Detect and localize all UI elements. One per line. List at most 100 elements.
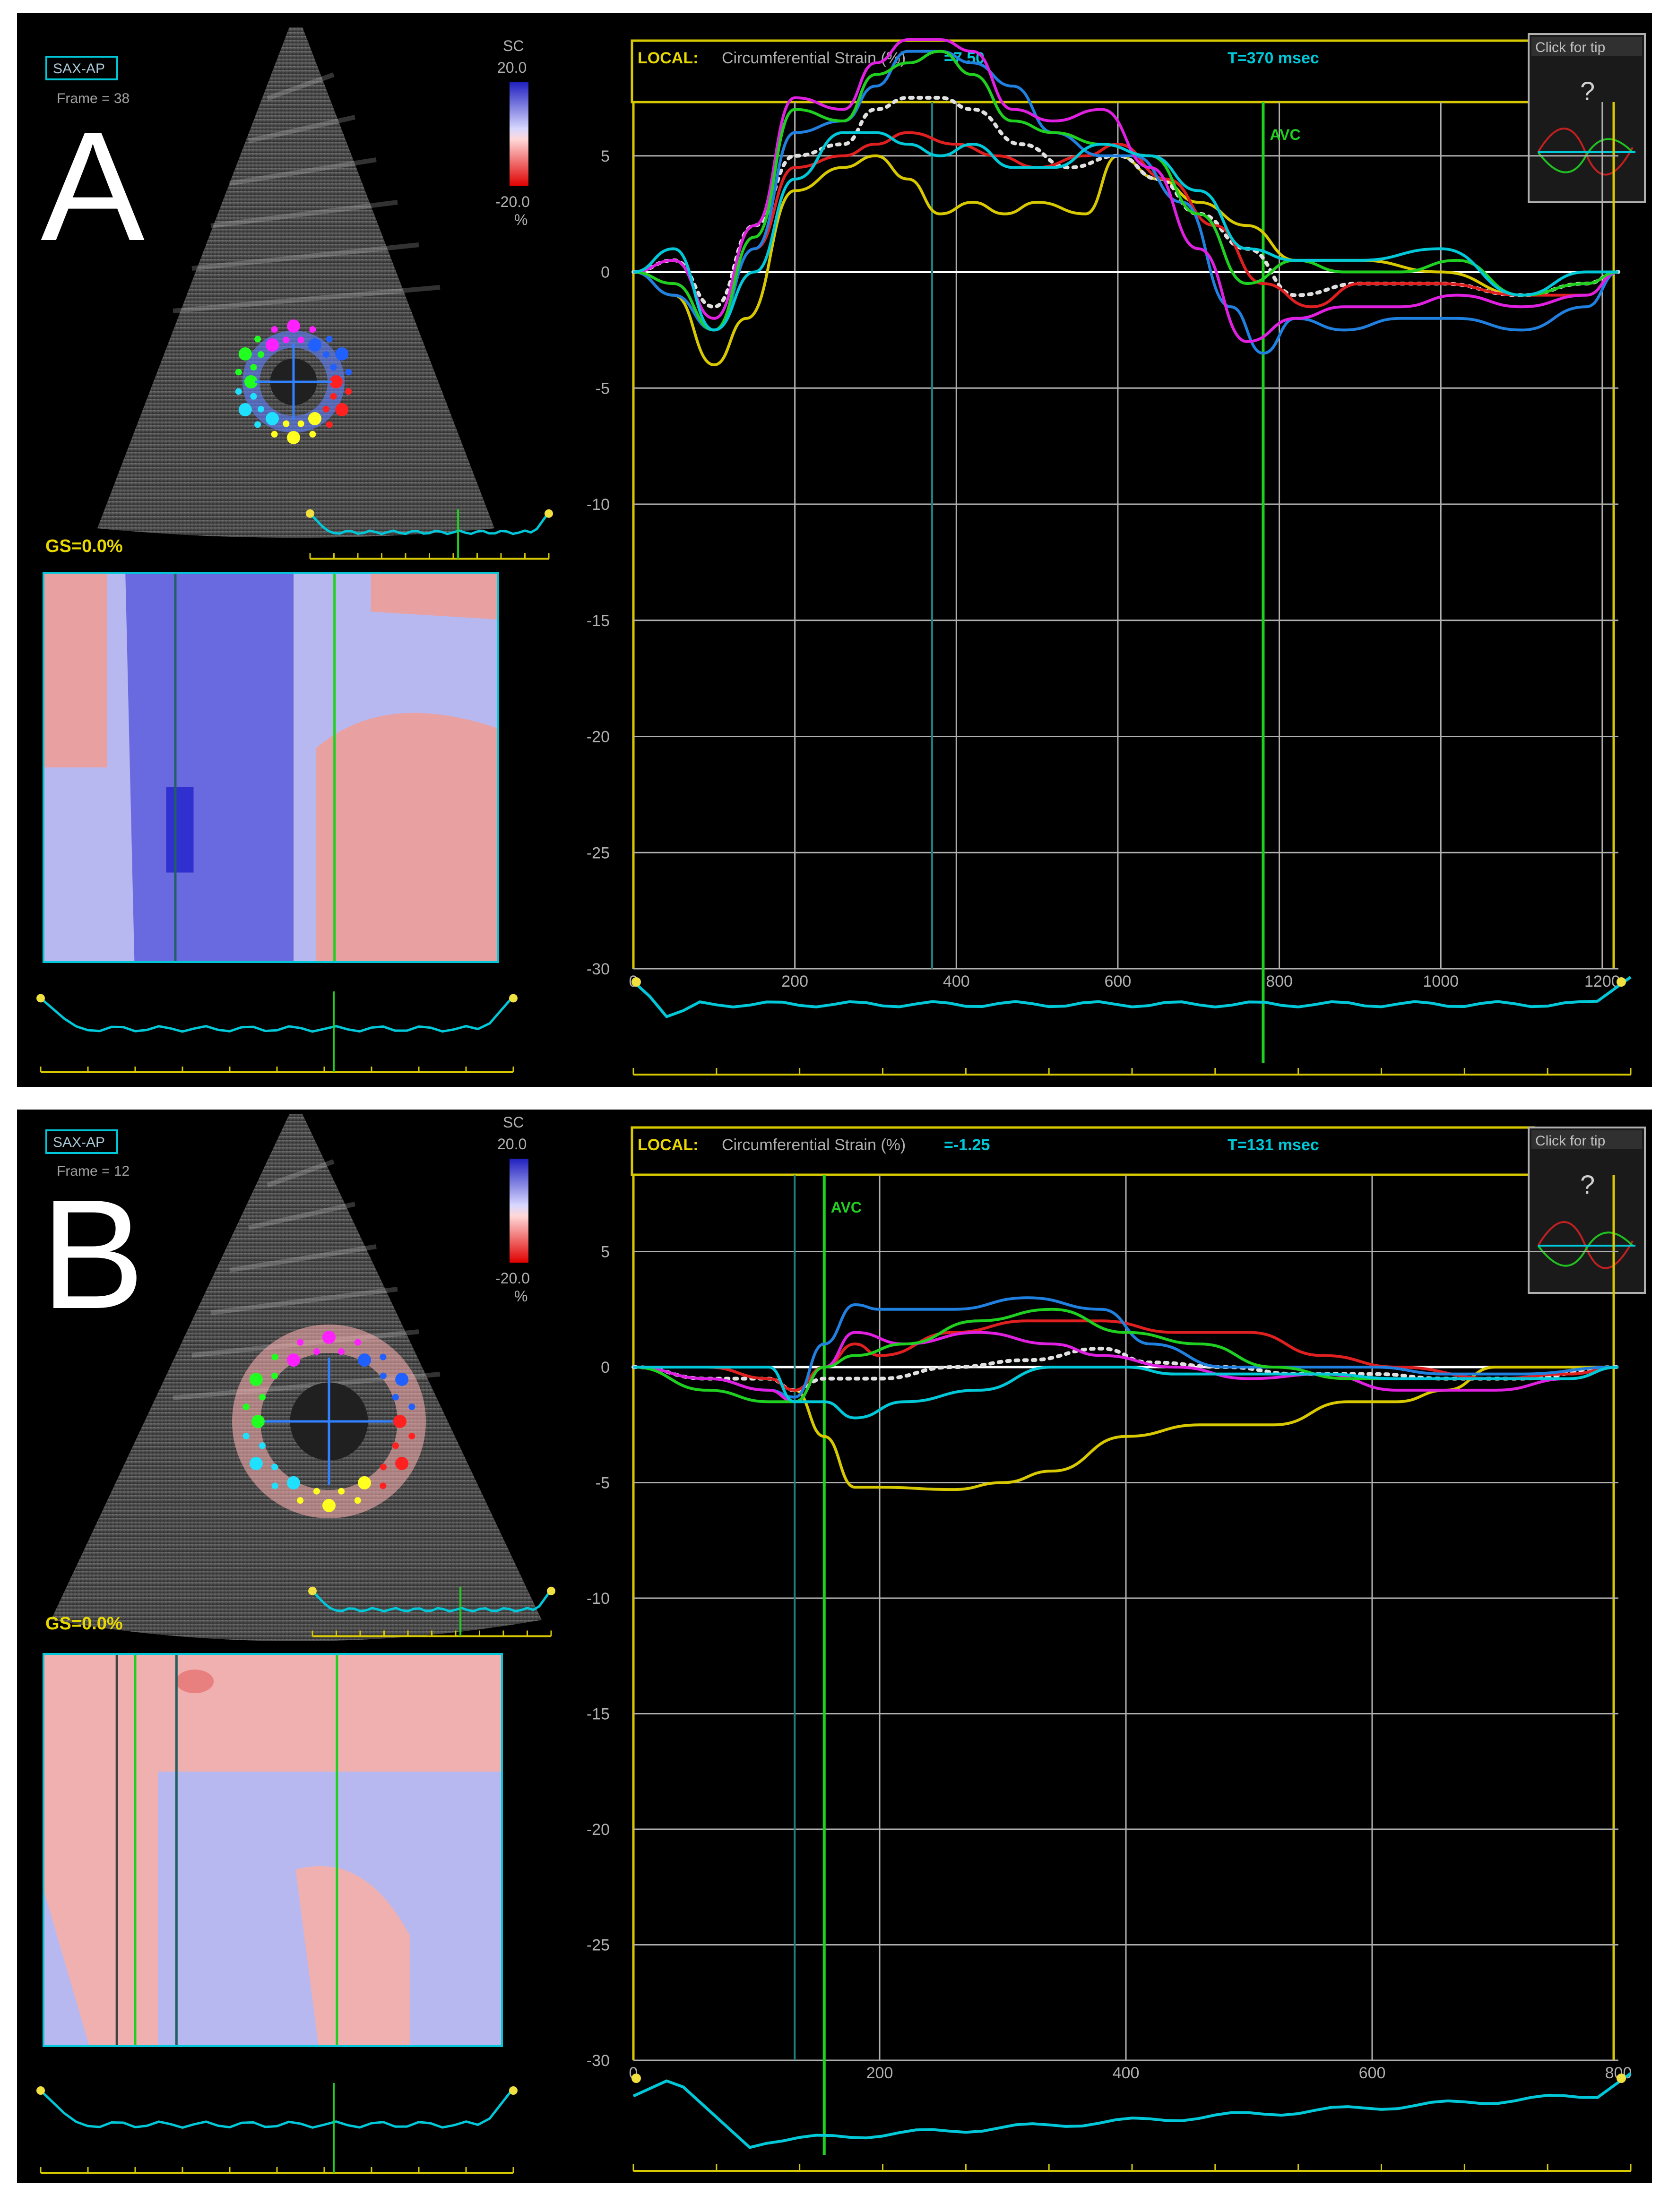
tracking-dot [338,1488,345,1495]
x-tick-label: 200 [866,2064,893,2082]
tracking-dot [322,1331,336,1344]
tracking-dot [271,326,278,333]
help-widget[interactable]: Click for tip? [1528,1127,1646,1294]
mini-ecg-trace [309,511,550,535]
strain-map-ecg-trace [40,995,514,1033]
tracking-dot [297,1339,304,1346]
x-tick-label: 600 [1105,973,1132,990]
frame-number: Frame = 38 [57,91,130,106]
y-tick-label: -10 [587,1590,610,1608]
x-tick-label: 800 [1266,973,1293,990]
y-tick-label: -25 [587,844,610,862]
strain-map-region [176,1670,214,1694]
bottom-ecg-marker [1617,977,1626,987]
strain-map-ecg-trace-marker [36,994,45,1003]
tracking-dot [358,1353,371,1367]
mini-ecg-trace-marker [545,509,553,518]
color-scale-bar [510,82,528,186]
strain-map-ecg-trace [40,2087,514,2129]
y-tick-label: -30 [587,960,610,978]
echo-streak [210,1287,398,1315]
panel-a-svg: SAX-AP Frame = 38A SC 20.0 -20.0% GS=0.0% LOCA… [36,27,1646,1076]
tracking-dot [308,412,321,425]
tracking-dot [242,1403,250,1411]
tracking-dot [287,1476,300,1489]
tracking-dot [266,338,279,352]
tracking-dot [338,1348,345,1355]
x-tick-label: 1000 [1423,973,1459,990]
bottom-ecg-marker [1617,2074,1626,2083]
view-label: SAX-AP [53,1135,105,1150]
tracking-dot [358,1476,371,1489]
echo-streak [248,115,356,143]
tracking-dot [238,403,252,416]
help-widget[interactable]: Click for tip? [1528,33,1646,203]
bottom-ecg-marker [631,977,641,987]
scale-label: SC [503,1114,524,1131]
scale-max: 20.0 [497,1136,527,1153]
strain-series-6 [633,131,1618,332]
scale-unit: % [514,1288,528,1305]
y-tick-label: -5 [596,1474,610,1492]
strain-map-region [371,573,498,620]
help-tip-label: Click for tip [1535,1133,1605,1149]
tracking-dot [287,319,300,333]
tracking-dot [313,1348,320,1355]
tracking-dot [251,1415,265,1428]
tracking-dot [395,1373,409,1386]
x-tick-label: 200 [781,973,808,990]
panel-b: SAX-AP Frame = 12 B SC 20.0 -20.0% GS=0.0% LOCA… [17,1110,1652,2183]
help-title-bar [1531,37,1642,56]
header-local-label: LOCAL: [638,49,698,67]
tracking-dot [250,364,257,371]
tracking-dot [271,430,278,438]
echo-streak [267,72,335,101]
tracking-dot [322,1499,336,1512]
tracking-dot [287,431,300,444]
tracking-dot [313,1488,320,1495]
strain-map-ecg-trace-marker [509,2086,518,2095]
help-box [1528,1127,1646,1294]
y-tick-label: -25 [587,1937,610,1954]
strain-series-5 [633,50,1619,332]
mini-ecg-trace-marker [308,1586,317,1595]
help-title-bar [1531,1130,1642,1149]
help-question-icon: ? [1580,76,1595,106]
y-tick-label: -15 [587,612,610,630]
strain-series-0 [633,154,1619,367]
tracking-dot [326,336,333,343]
global-strain-label: GS=0.0% [45,536,123,556]
echo-streak [229,157,377,186]
header-title: Circumferential Strain (%) [722,1136,906,1154]
strain-map-ecg-trace-marker [509,994,518,1003]
y-tick-label: -20 [587,1821,610,1839]
help-question-icon: ? [1580,1170,1595,1199]
strain-map-region [125,573,294,962]
header-local-label: LOCAL: [638,1136,698,1154]
help-box [1528,33,1646,203]
tracking-dot [297,336,304,344]
scale-max: 20.0 [497,59,527,76]
strain-map-border [43,572,499,963]
mini-ecg-trace-marker [547,1586,555,1595]
panel-letter: A [41,99,146,273]
tracking-dot [258,405,265,413]
tracking-dot [287,1353,300,1367]
tracking-dot [308,338,321,352]
tracking-dot [271,1353,278,1360]
tracking-dot [244,375,258,388]
header-title: Circumferential Strain (%) [722,49,906,67]
tracking-dot [266,412,279,425]
tracking-dot [250,393,257,400]
panel-letter: B [41,1167,145,1341]
tracking-dot [345,369,352,376]
strain-map-region [166,787,194,873]
tracking-dot [309,430,316,438]
tracking-dot [249,1457,263,1470]
echo-streak [248,1202,356,1230]
tracking-dot [408,1403,415,1411]
tracking-dot [408,1432,415,1439]
y-tick-label: -10 [587,496,610,514]
echo-streak [267,1159,335,1188]
tracking-dot [392,1442,399,1449]
